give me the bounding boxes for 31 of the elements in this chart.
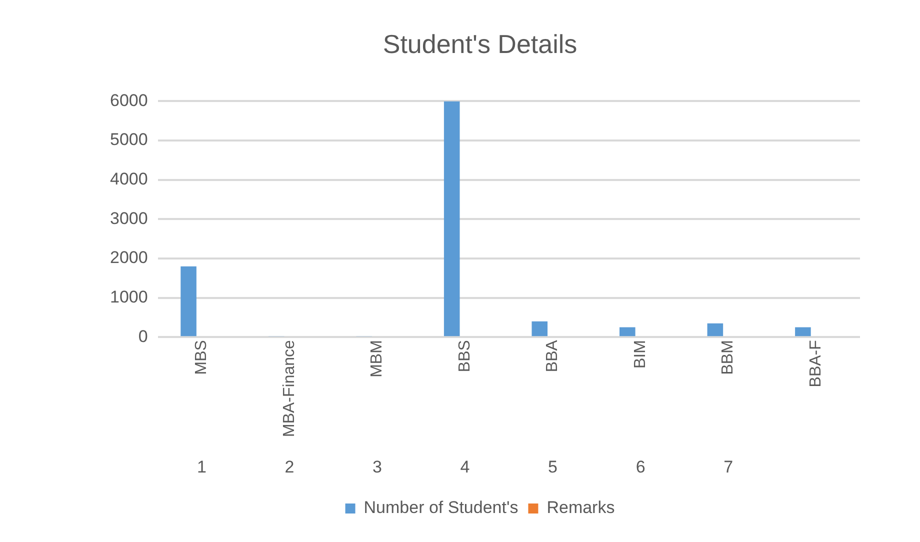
x-tick-label: BBM	[720, 340, 737, 375]
x-tick-label: MBS	[193, 340, 210, 375]
x-tick-label: BBA-F	[808, 340, 825, 388]
text: 5	[548, 458, 558, 477]
y-tick-label: 4000	[110, 170, 148, 189]
y-tick-label: 3000	[110, 208, 148, 228]
bar	[795, 327, 811, 336]
text: 3	[372, 458, 382, 477]
legend-label: Remarks	[546, 498, 615, 518]
y-tick-label: 1000	[110, 287, 148, 306]
y-tick-label: 6000	[110, 90, 148, 110]
x-tick-label: BIM	[632, 340, 649, 369]
text: 1	[196, 458, 206, 477]
bar	[620, 327, 636, 336]
text: 6	[636, 458, 646, 477]
bar	[180, 266, 196, 336]
bar	[707, 323, 724, 336]
x-tick-label: MBA-Finance	[280, 340, 298, 437]
x-tick-label: BBS	[456, 340, 474, 372]
bar	[532, 321, 548, 336]
y-tick-label: 0	[138, 326, 148, 346]
y-tick-label: 5000	[110, 130, 148, 150]
x-tick-label: BBA	[544, 340, 562, 372]
bar	[444, 101, 460, 336]
text: 2	[284, 458, 294, 477]
text: 7	[724, 458, 734, 477]
chart-title: Student's Details	[382, 28, 578, 59]
y-tick-label: 2000	[110, 248, 148, 268]
text: 4	[460, 458, 470, 477]
legend-label: Number of Student's	[364, 498, 518, 518]
x-tick-label: MBM	[368, 340, 386, 378]
